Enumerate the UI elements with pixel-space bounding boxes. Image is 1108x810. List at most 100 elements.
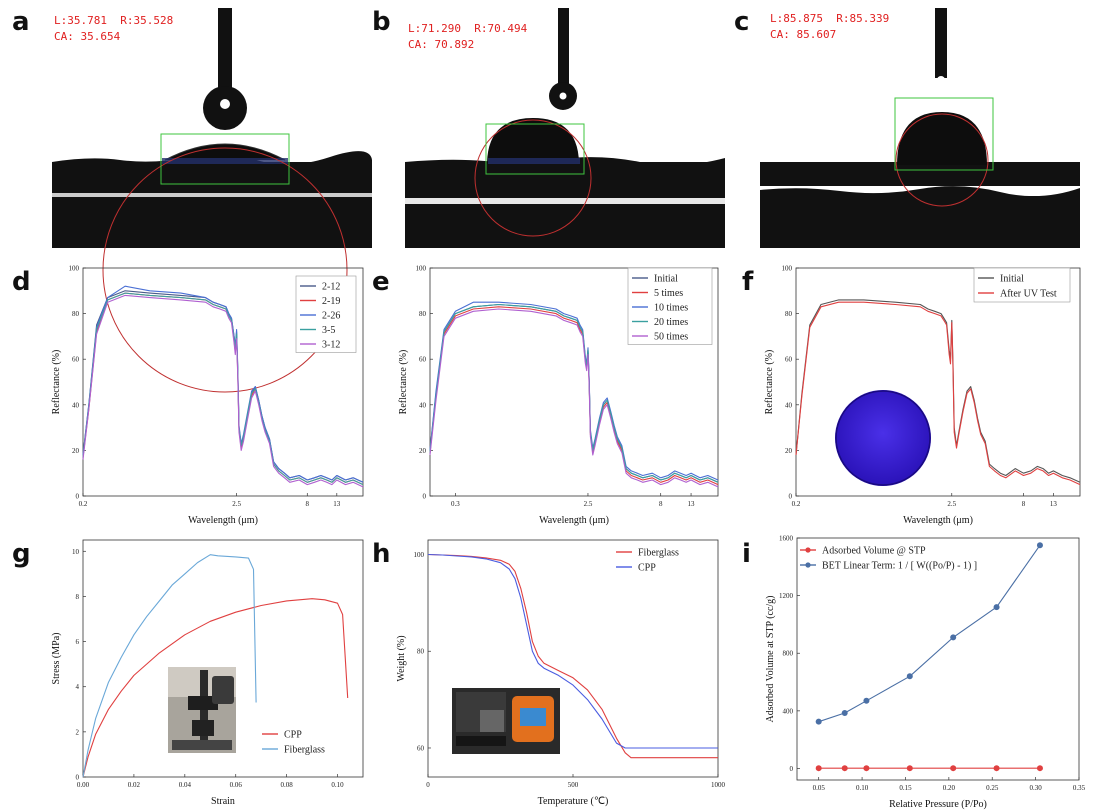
y-axis-label: Stress (MPa): [51, 633, 62, 685]
x-tick-label: 0.10: [856, 784, 869, 792]
y-tick-label: 20: [419, 447, 427, 455]
y-axis-label: Reflectance (%): [51, 350, 62, 415]
x-tick-label: 500: [568, 781, 579, 789]
y-tick-label: 20: [72, 447, 80, 455]
y-tick-label: 60: [785, 356, 793, 364]
x-tick-label: 0.10: [331, 781, 344, 789]
data-point: [993, 604, 1000, 611]
y-tick-label: 20: [785, 447, 793, 455]
legend-entry-label: 2-26: [322, 311, 340, 322]
legend-entry-label: CPP: [638, 563, 656, 574]
data-point: [1036, 542, 1043, 549]
y-axis-label: Reflectance (%): [764, 350, 775, 415]
ca-readout-c-line2: CA: 85.607: [770, 28, 836, 41]
x-axis-label: Relative Pressure (P/Po): [889, 799, 987, 810]
legend-entry-label: Initial: [654, 274, 678, 285]
uv-sample-disk-photo: [835, 390, 931, 486]
panel-letter-d: d: [12, 267, 31, 297]
y-tick-label: 100: [69, 265, 80, 273]
y-tick-label: 80: [785, 310, 793, 318]
legend-entry-label: BET Linear Term: 1 / [ W((Po/P) - 1) ]: [822, 561, 977, 572]
legend-entry-label: 2-19: [322, 296, 340, 307]
legend-box: [295, 275, 357, 353]
x-tick-label: 0.00: [77, 781, 90, 789]
x-tick-label: 0.08: [281, 781, 294, 789]
legend-entry-label: Fiberglass: [284, 745, 325, 756]
ca-readout-a-line2: CA: 35.654: [54, 30, 121, 43]
series-line: [82, 294, 364, 488]
x-axis-label: Wavelength (μm): [539, 515, 609, 526]
y-tick-label: 40: [419, 401, 427, 409]
x-axis-label: Wavelength (μm): [188, 515, 258, 526]
plot-frame: [796, 537, 1080, 781]
y-tick-label: 0: [76, 493, 80, 501]
series-line: [795, 301, 1081, 486]
contact-angle-photo-a: [52, 0, 372, 393]
y-axis-label: Reflectance (%): [398, 350, 409, 415]
y-tick-label: 100: [782, 265, 793, 273]
series-line: [429, 308, 719, 488]
data-point: [863, 765, 870, 772]
tensile-tester-photo: [168, 667, 236, 753]
x-axis-label: Strain: [211, 796, 235, 807]
legend-entry-label: 50 times: [654, 332, 688, 343]
y-axis-label: Adsorbed Volume at STP (cc/g): [765, 595, 776, 722]
x-tick-label: 0.30: [1029, 784, 1042, 792]
data-point: [841, 710, 848, 717]
x-tick-label: 8: [306, 500, 310, 508]
y-tick-label: 1200: [779, 592, 794, 600]
data-point: [841, 765, 848, 772]
bet-chart-i: 0 400 800 1200 1600 0.05 0.10 0.15 0.20 0.25 0.30 0…: [765, 535, 1086, 810]
y-tick-label: 80: [419, 310, 427, 318]
data-point: [815, 765, 822, 772]
y-tick-label: 0: [76, 774, 80, 782]
data-point: [906, 765, 913, 772]
legend-marker: [805, 562, 811, 568]
y-tick-label: 1600: [779, 535, 794, 543]
legend-entry-label: 2-12: [322, 282, 340, 293]
legend-marker: [805, 547, 811, 553]
ca-readout-c-line1: L:85.875 R:85.339: [770, 12, 889, 25]
reflectance-chart-d: 0 20 40 60 80 100 0.2 2.5 8 13 Wavelength (μm) Refl…: [51, 265, 364, 526]
legend-box: [627, 267, 713, 345]
legend-box: [973, 267, 1071, 303]
x-axis-label: Wavelength (μm): [903, 515, 973, 526]
y-tick-label: 80: [72, 310, 80, 318]
x-tick-label: 0.02: [128, 781, 141, 789]
plot-frame: [82, 539, 364, 778]
ca-readout-b-line1: L:71.290 R:70.494: [408, 22, 528, 35]
y-tick-label: 100: [414, 551, 425, 559]
data-point: [1036, 765, 1043, 772]
y-tick-label: 40: [72, 401, 80, 409]
stress-strain-chart-g: 0 2 4 6 8 10 0.00 0.02 0.04 0.06 0.08 0.10 Strain Str…: [51, 539, 364, 807]
data-point: [815, 718, 822, 725]
panel-letter-i: i: [742, 539, 751, 569]
data-point: [993, 765, 1000, 772]
legend-entry-label: Fiberglass: [638, 548, 679, 559]
y-tick-label: 400: [783, 707, 794, 715]
legend-entry-label: 5 times: [654, 288, 683, 299]
x-tick-label: 0.20: [943, 784, 956, 792]
plot-frame: [82, 267, 364, 497]
x-tick-label: 0.2: [79, 500, 88, 508]
legend-entry-label: 3-12: [322, 340, 340, 351]
x-tick-label: 0.06: [230, 781, 243, 789]
x-tick-label: 0.05: [813, 784, 826, 792]
panel-letter-h: h: [372, 539, 391, 569]
x-axis-label: Temperature (℃): [538, 796, 609, 807]
legend-entry-label: 10 times: [654, 303, 688, 314]
x-tick-label: 0.25: [986, 784, 999, 792]
plot-frame: [795, 267, 1081, 497]
x-tick-label: 2.5: [584, 500, 593, 508]
y-tick-label: 0: [790, 765, 794, 773]
panel-letter-g: g: [12, 539, 31, 569]
legend-entry-label: 20 times: [654, 317, 688, 328]
y-tick-label: 4: [76, 683, 80, 691]
data-point: [906, 673, 913, 680]
series-line: [427, 553, 718, 749]
y-tick-label: 80: [417, 648, 425, 656]
data-point: [950, 765, 957, 772]
series-line: [818, 544, 1041, 723]
x-tick-label: 8: [1022, 500, 1026, 508]
panel-letter-b: b: [372, 7, 391, 37]
